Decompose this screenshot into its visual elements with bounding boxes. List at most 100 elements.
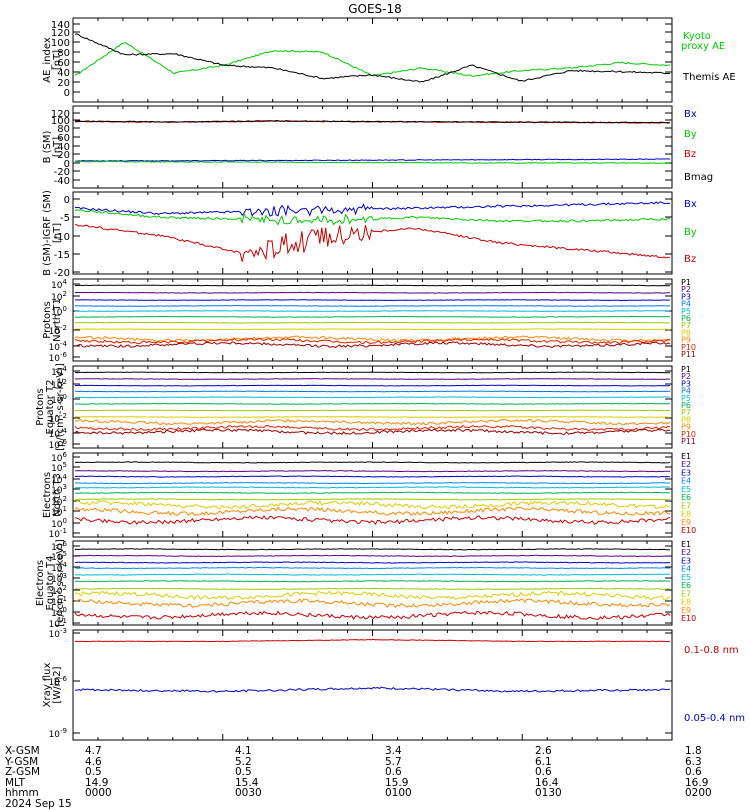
flux-channel-9 (74, 418, 671, 426)
flux-channel-5 (74, 396, 671, 399)
legend-entry: E6 (681, 581, 691, 590)
y-tick-label: 102 (51, 378, 67, 391)
y-tick-label: 120 (51, 28, 70, 39)
flux-channel-9 (74, 335, 671, 343)
y-tick-label: 60 (57, 58, 70, 69)
y-tick-label: 105 (51, 461, 67, 474)
y-axis-label: [W/m2] (52, 666, 63, 703)
ephemeris-value: 16.9 (685, 776, 709, 789)
legend-entry: E10 (681, 526, 696, 535)
legend-entry: P9 (681, 423, 691, 432)
y-tick-label: 100 (51, 116, 70, 127)
y-tick-label: 103 (51, 572, 67, 585)
flux-channel-5 (74, 573, 671, 576)
legend-entry: P4 (681, 387, 691, 396)
y-tick-label: 100 (51, 305, 67, 318)
ephemeris-value: 2.6 (535, 745, 552, 757)
flux-channel-1 (74, 548, 671, 551)
legend-entry: E9 (681, 606, 691, 615)
legend-entry: E4 (681, 565, 691, 574)
y-tick-label: 10-2 (49, 412, 67, 425)
y-tick-label: 10-1 (49, 617, 67, 630)
legend-entry: P8 (681, 415, 691, 424)
flux-channel-3 (74, 475, 671, 478)
legend-entry: P10 (681, 343, 696, 352)
y-axis-label: AE_index (42, 37, 53, 83)
y-tick-label: 106 (51, 540, 67, 553)
ephemeris-value: 15.4 (235, 776, 259, 789)
legend-entry: E5 (681, 485, 691, 494)
legend-entry: P7 (681, 408, 691, 417)
ephemeris-value: 15.9 (385, 776, 409, 789)
y-tick-label: 101 (51, 505, 67, 518)
y-tick-label: 0 (64, 159, 70, 170)
series-themis-ae (74, 33, 671, 83)
y-tick-label: 104 (51, 473, 67, 486)
flux-channel-9 (74, 598, 671, 609)
legend-entry: Bx (684, 199, 697, 210)
y-tick-label: 140 (51, 20, 70, 31)
ephemeris-value: 1.8 (685, 745, 702, 757)
ephemeris-value: 0.5 (85, 766, 102, 778)
series-by (74, 160, 671, 165)
y-tick-label: 10-6 (49, 351, 68, 364)
legend-entry: E5 (681, 573, 691, 582)
flux-channel-6 (74, 580, 671, 583)
ephemeris-value: 0030 (235, 787, 262, 799)
y-tick-label: 103 (51, 483, 67, 496)
y-tick-label: 102 (51, 495, 67, 508)
y-tick-label: 10-9 (49, 727, 67, 740)
legend-entry: P5 (681, 394, 691, 403)
flux-channel-3 (75, 561, 671, 564)
ephemeris-value: 5.2 (235, 755, 252, 768)
legend-entry: Bz (684, 149, 696, 160)
flux-channel-5 (74, 310, 671, 312)
ephemeris-label: 2024 Sep 15 (5, 797, 72, 810)
y-tick-label: -40 (54, 176, 70, 187)
flux-channel-4 (74, 304, 671, 307)
y-tick-label: 80 (57, 48, 70, 59)
y-axis-label: Protons (35, 388, 46, 425)
flux-channel-11 (74, 428, 671, 435)
legend-entry: P1 (681, 278, 691, 287)
ephemeris-value: 0000 (85, 787, 112, 799)
ephemeris-label: MLT (5, 776, 25, 789)
y-tick-label: 100 (51, 38, 70, 49)
panel-frame (72, 191, 673, 275)
flux-channel-1 (74, 371, 671, 374)
legend-entry: E3 (681, 556, 691, 565)
ephemeris-value: 0130 (535, 787, 562, 799)
legend-entry: E3 (681, 468, 691, 477)
y-axis-label: [p/(cm²-s-sr-keV)] (55, 363, 66, 451)
y-tick-label: 80 (57, 124, 70, 135)
flux-channel-3 (75, 299, 670, 302)
series-bx (74, 201, 671, 217)
y-tick-label: 100 (51, 606, 67, 619)
flux-channel-10 (74, 514, 671, 525)
ephemeris-label: Z-GSM (5, 766, 41, 778)
legend-entry: By (684, 129, 697, 140)
legend-entry: E8 (681, 598, 691, 607)
y-tick-label: 100 (51, 517, 67, 530)
ephemeris-value: 16.4 (535, 776, 559, 789)
y-tick-label: 106 (51, 451, 67, 464)
y-tick-label: 120 (51, 109, 70, 120)
flux-channel-7 (75, 409, 671, 412)
y-tick-label: 102 (51, 584, 67, 597)
y-tick-label: 20 (57, 78, 70, 89)
ephemeris-value: 0.6 (535, 766, 552, 778)
y-axis-label: [nT] (52, 137, 63, 157)
legend-entry: P6 (681, 314, 691, 323)
legend-entry: E1 (681, 452, 691, 461)
y-tick-label: 104 (51, 278, 67, 291)
legend-entry: P3 (681, 292, 691, 301)
flux-channel-11 (74, 341, 671, 348)
ephemeris-value: 14.9 (85, 776, 109, 789)
y-axis-label: North T1 (52, 298, 63, 342)
y-axis-label: North T3 (52, 473, 63, 517)
ephemeris-value: 6.1 (535, 755, 552, 768)
y-tick-label: 20 (57, 150, 70, 161)
ephemeris-label: X-GSM (5, 745, 40, 757)
flux-channel-9 (74, 506, 671, 516)
